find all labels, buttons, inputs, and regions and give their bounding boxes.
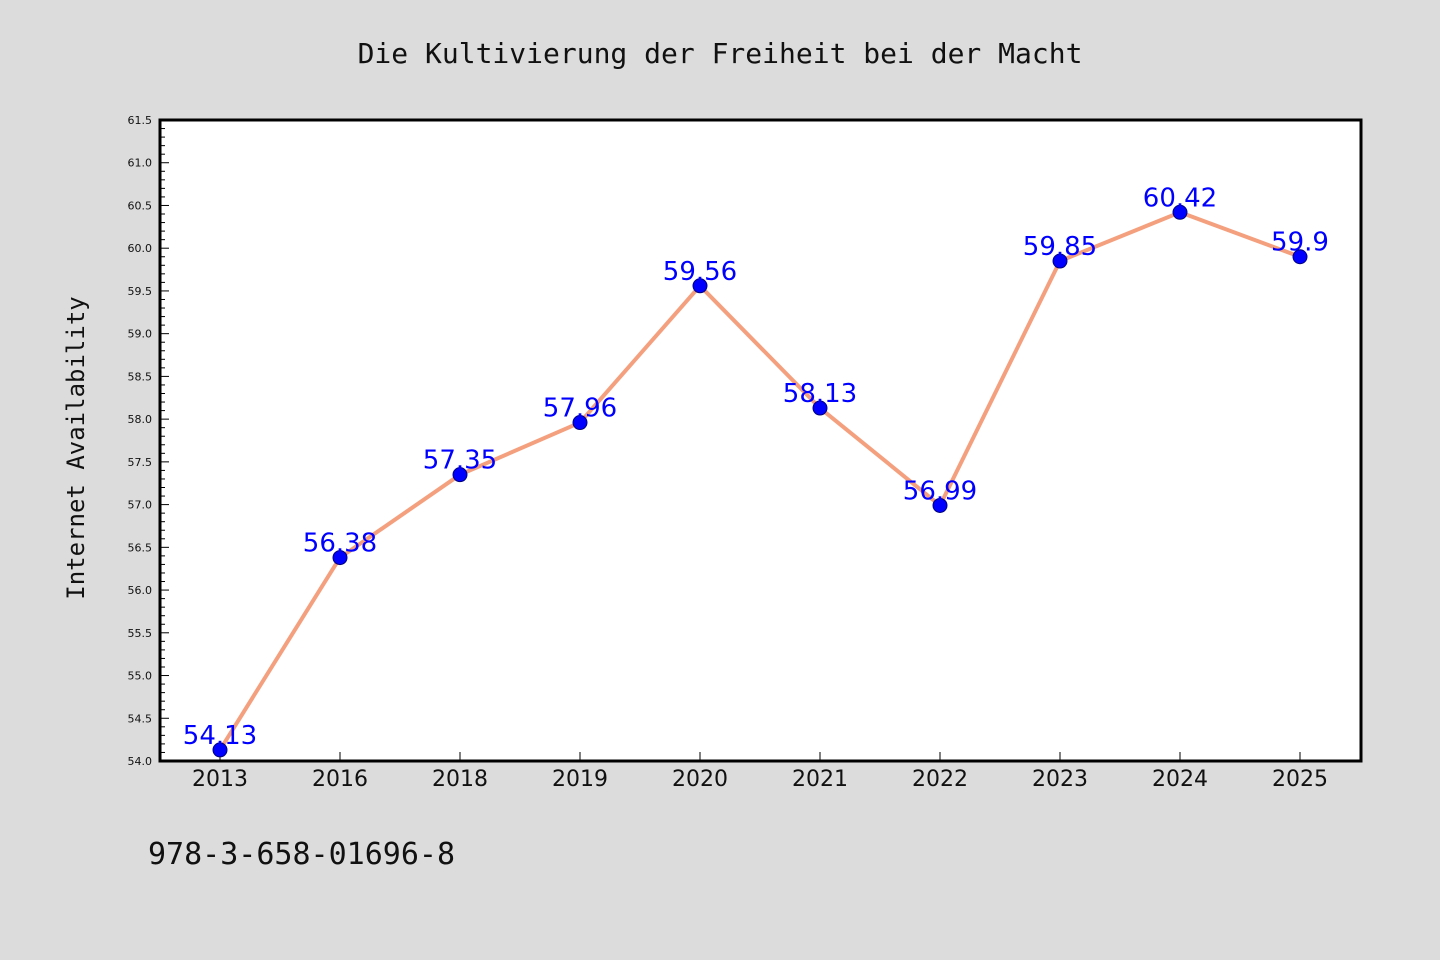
series-line-group [218, 210, 1302, 752]
y-tick-label: 61.5 [128, 114, 153, 127]
data-label: 56.99 [903, 476, 977, 506]
y-tick-label: 55.0 [128, 670, 153, 683]
y-tick-label: 57.5 [128, 456, 153, 469]
x-tick-label: 2016 [312, 767, 368, 792]
y-tick-label: 55.5 [128, 627, 153, 640]
x-tick-label: 2020 [672, 767, 728, 792]
data-label: 57.96 [543, 394, 617, 424]
y-tick-label: 56.0 [128, 584, 153, 597]
y-tick-label: 57.0 [128, 499, 153, 512]
y-tick-label: 58.5 [128, 370, 153, 383]
data-labels-group: 54.13 56.38 57.35 57.96 59.56 58.13 56.99 59.85… [183, 183, 1329, 751]
y-tick-label: 54.0 [128, 755, 153, 768]
data-label: 57.35 [423, 446, 497, 476]
y-axis-label: Internet Availability [62, 296, 90, 599]
x-tick-label: 2025 [1272, 767, 1328, 792]
x-tick-label: 2024 [1152, 767, 1208, 792]
plot-area [160, 120, 1361, 761]
y-tick-label: 59.5 [128, 285, 153, 298]
series-line [218, 210, 1302, 752]
data-point [572, 415, 588, 431]
data-label: 56.38 [303, 529, 377, 559]
x-tick-label: 2019 [552, 767, 608, 792]
y-axis: 54.0 54.5 55.0 55.5 56.0 56.5 57.0 57.5 58.0 58.5… [128, 114, 169, 768]
y-tick-label: 54.5 [128, 712, 153, 725]
data-label: 59.56 [663, 257, 737, 287]
data-point [1292, 249, 1308, 265]
data-point [692, 278, 708, 294]
series-markers-group [212, 204, 1308, 758]
data-label: 58.13 [783, 379, 857, 409]
x-tick-label: 2021 [792, 767, 848, 792]
chart-title: Die Kultivierung der Freiheit bei der Ma… [358, 37, 1083, 70]
data-point [212, 742, 228, 758]
footer-code: 978-3-658-01696-8 [148, 837, 455, 872]
y-tick-label: 61.0 [128, 157, 153, 170]
data-label: 59.9 [1271, 228, 1329, 258]
x-tick-label: 2023 [1032, 767, 1088, 792]
y-tick-label: 58.0 [128, 413, 153, 426]
x-tick-label: 2018 [432, 767, 488, 792]
plot-frame [158, 118, 1363, 763]
data-label: 60.42 [1143, 183, 1217, 213]
y-tick-label: 56.5 [128, 541, 153, 554]
x-tick-label: 2022 [912, 767, 968, 792]
data-point [812, 400, 828, 416]
x-tick-label: 2013 [192, 767, 248, 792]
y-tick-label: 60.5 [128, 199, 153, 212]
data-point [452, 467, 468, 483]
y-tick-label: 60.0 [128, 242, 153, 255]
data-point [332, 550, 348, 566]
data-label: 54.13 [183, 721, 257, 751]
data-point [1172, 204, 1188, 220]
data-label: 59.85 [1023, 232, 1097, 262]
y-tick-label: 59.0 [128, 328, 153, 341]
data-point [932, 497, 948, 513]
data-point [1052, 253, 1068, 269]
